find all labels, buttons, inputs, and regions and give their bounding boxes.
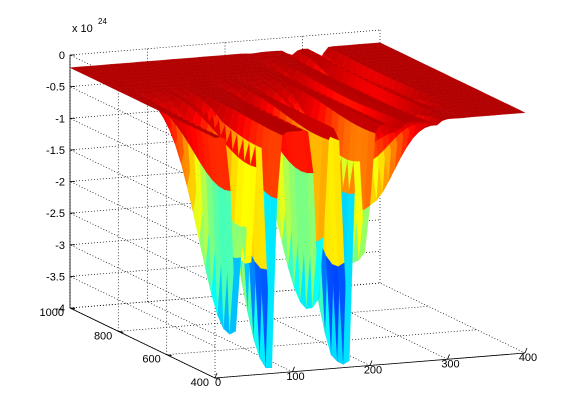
grid-line-x-floor bbox=[380, 283, 525, 353]
y-tick-mark bbox=[167, 355, 172, 356]
z-tick-label: -3.5 bbox=[46, 271, 65, 283]
z-tick-label: -3 bbox=[55, 240, 65, 252]
x-tick-label: 200 bbox=[364, 365, 382, 377]
z-tick-label: -1 bbox=[55, 113, 65, 125]
z-exponent-power: 24 bbox=[98, 17, 107, 26]
y-tick-label: 400 bbox=[191, 377, 209, 389]
y-tick-label: 600 bbox=[142, 354, 160, 366]
z-tick-label: -2.5 bbox=[46, 208, 65, 220]
grid-line-y-floor bbox=[167, 330, 477, 355]
z-tick-label: -0.5 bbox=[46, 82, 65, 94]
y-axis-line bbox=[70, 308, 215, 378]
grid-line-z-left bbox=[70, 245, 215, 315]
x-tick-label: 100 bbox=[286, 371, 304, 383]
x-tick-label: 400 bbox=[519, 352, 537, 364]
y-tick-label: 800 bbox=[94, 330, 112, 342]
grid-line-z-left bbox=[70, 276, 215, 346]
z-tick-label: -2 bbox=[55, 177, 65, 189]
grid-line-z-left bbox=[70, 213, 215, 283]
z-tick-label: -4 bbox=[55, 303, 65, 315]
x-tick-label: 300 bbox=[441, 358, 459, 370]
z-tick-label: -1.5 bbox=[46, 145, 65, 157]
x-tick-label: 0 bbox=[215, 377, 221, 389]
surface-mesh bbox=[70, 43, 525, 368]
z-exponent-label: x 10 bbox=[72, 23, 93, 35]
y-tick-mark bbox=[118, 331, 123, 332]
z-tick-label: 0 bbox=[59, 50, 65, 62]
